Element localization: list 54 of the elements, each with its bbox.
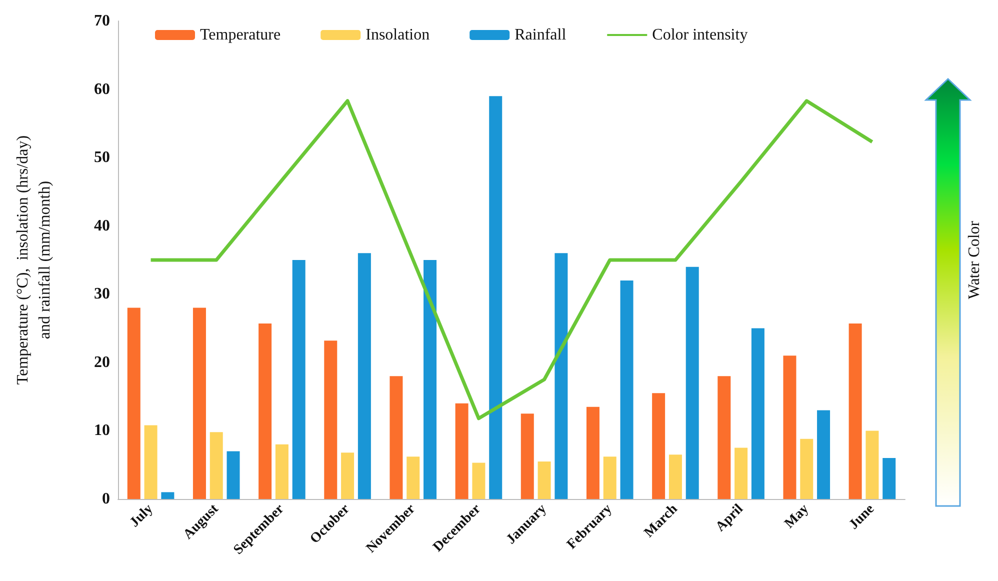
x-tick-label: July: [127, 502, 156, 530]
y-tick-label: 70: [94, 12, 110, 30]
bar: [554, 253, 568, 499]
bar: [520, 414, 534, 499]
bar: [538, 461, 551, 499]
bar: [127, 308, 140, 499]
bar: [161, 492, 174, 499]
bar: [620, 280, 634, 499]
bar: [603, 456, 616, 499]
bar: [144, 425, 158, 499]
bar: [226, 451, 240, 499]
bar: [424, 260, 437, 499]
bar: [258, 324, 272, 499]
y-tick-label: 20: [94, 354, 110, 371]
bar: [455, 403, 468, 499]
y-tick-label: 40: [94, 217, 110, 234]
x-tick-label: May: [782, 502, 812, 532]
bar: [324, 340, 338, 499]
text: Water Color: [966, 220, 984, 300]
bar: [866, 430, 879, 499]
y-tick-label: 50: [94, 149, 110, 166]
bar: [292, 260, 306, 499]
y-tick-label: 60: [94, 80, 110, 98]
bar: [586, 406, 600, 499]
bar: [668, 454, 682, 499]
legend-label: Temperature: [200, 26, 281, 44]
legend-label: Rainfall: [514, 26, 567, 44]
y-tick-label: 10: [94, 422, 110, 440]
bar: [472, 462, 486, 499]
bar: [751, 328, 764, 499]
legend-label: Color intensity: [652, 26, 748, 44]
y-axis-title: Temperature (°C), insolation (hrs/day) and rainfall (mm/month): [14, 135, 54, 385]
bar: [652, 393, 666, 499]
bar: [800, 438, 814, 499]
legend-label: Insolation: [366, 26, 430, 44]
bar: [275, 444, 288, 499]
bar: [406, 456, 420, 499]
bar: [358, 253, 371, 499]
bar: [390, 376, 403, 499]
line-series: [149, 99, 874, 420]
bar: [489, 96, 502, 499]
bar: [192, 308, 206, 499]
bar: [848, 324, 862, 499]
bar: [882, 458, 896, 499]
bar: [341, 452, 354, 499]
y-tick-label: 30: [94, 286, 110, 303]
bar: [734, 448, 748, 499]
bar: [210, 432, 223, 499]
bar: [718, 376, 731, 499]
bar: [783, 356, 796, 499]
bar: [686, 266, 699, 499]
bar: [817, 410, 830, 499]
y-tick-label: 0: [102, 490, 110, 508]
x-tick-label: June: [846, 502, 878, 533]
